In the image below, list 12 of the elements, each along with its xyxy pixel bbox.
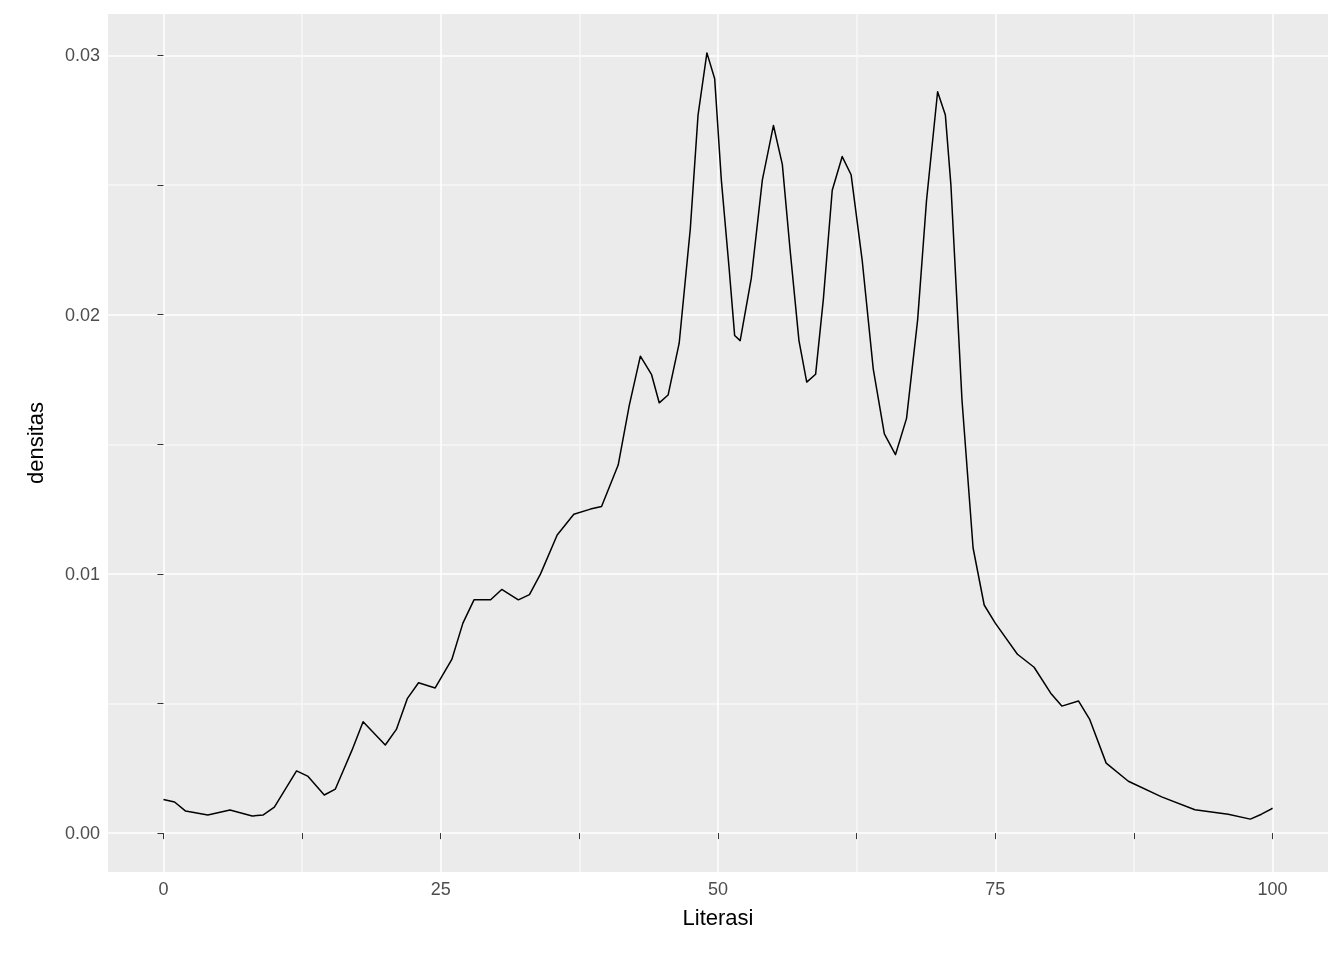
y-tick-label: 0.02 — [64, 304, 100, 325]
text: 0.00 — [64, 823, 100, 844]
y-tick-label: 0.03 — [64, 45, 100, 66]
x-tick-label: 50 — [707, 879, 729, 899]
x-tick-label: 100 — [1257, 879, 1288, 899]
x-tick-label: 75 — [985, 879, 1006, 899]
x-tick-label: 0 — [158, 879, 169, 899]
y-tick-label: 0.01 — [64, 563, 100, 584]
y-axis-title: densitas — [22, 402, 48, 484]
line-series — [162, 52, 1274, 820]
x-tick-label: 25 — [430, 879, 451, 899]
x-axis-title: Literasi — [682, 904, 754, 930]
